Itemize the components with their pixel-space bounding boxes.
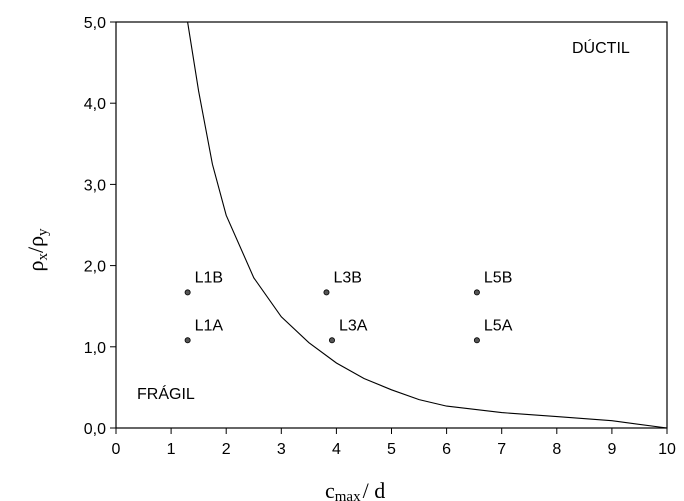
x-tick-label: 8 [552,441,561,458]
point-label-l5b: L5B [484,269,512,286]
plot-frame [115,21,668,429]
point-label-l1a: L1A [195,317,224,334]
x-tick-label: 5 [387,441,396,458]
x-axis-title-main: c [325,478,335,501]
region-label-ductile: DÚCTIL [572,38,630,57]
x-tick-label: 6 [442,441,451,458]
point-label-l3a: L3A [339,317,368,334]
y-axis-title-subscript-y: y [35,228,51,236]
y-axis-title-rho-y: /ρ [23,236,48,253]
x-axis-title: cmax/ d [325,478,385,501]
x-tick-label: 3 [277,441,286,458]
x-tick-label: 9 [607,441,616,458]
x-tick-label: 10 [658,441,676,458]
y-axis-title-rho-x: ρ [23,261,48,272]
region-label-fragile: FRÁGIL [137,384,195,403]
ductile-fragile-boundary-curve [187,21,668,429]
y-axis-ticks: 0,0 1,0 2,0 3,0 4,0 5,0 [84,15,116,438]
y-tick-label: 3,0 [84,177,106,194]
data-point-l1a [184,337,191,344]
x-axis-ticks: 0 1 2 3 4 5 6 7 8 9 10 [112,428,676,458]
x-tick-label: 2 [222,441,231,458]
y-tick-label: 2,0 [84,259,106,276]
data-point-l1b [184,289,191,296]
point-label-l3b: L3B [333,269,361,286]
y-tick-label: 1,0 [84,340,106,357]
y-tick-label: 0,0 [84,421,106,438]
data-point-l3a [328,337,335,344]
point-label-l5a: L5A [484,317,513,334]
x-axis-title-rest: / d [363,478,386,501]
y-tick-label: 4,0 [84,96,106,113]
data-points: L1B L1A L3B L3A L5B L5A [184,269,513,344]
x-tick-label: 1 [167,441,176,458]
data-point-l3b [323,289,330,296]
x-tick-label: 4 [332,441,341,458]
y-tick-label: 5,0 [84,15,106,32]
x-tick-label: 0 [112,441,121,458]
y-axis-title-subscript-x: x [35,253,51,261]
point-label-l1b: L1B [195,269,223,286]
x-axis-title-subscript: max [335,489,361,501]
data-point-l5a [473,337,480,344]
x-tick-label: 7 [497,441,506,458]
data-point-l5b [473,289,480,296]
y-axis-title: ρx/ρy [23,228,51,272]
